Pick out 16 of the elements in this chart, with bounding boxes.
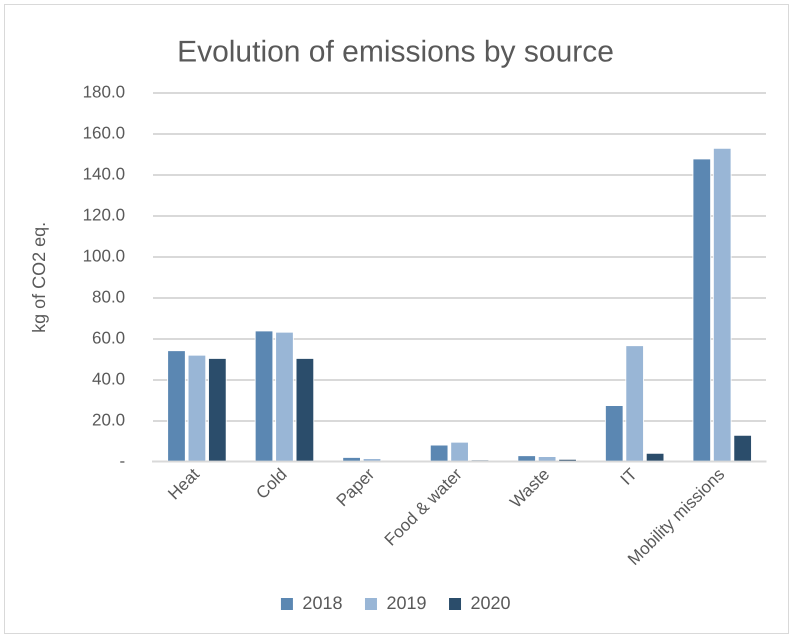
- legend-label: 2020: [470, 592, 511, 613]
- y-tick-label: 40.0: [92, 369, 126, 388]
- y-tick-label: 160.0: [82, 124, 126, 143]
- x-tick-label: IT: [616, 464, 641, 489]
- chart-title: Evolution of emissions by source: [177, 35, 614, 68]
- y-tick-label: 20.0: [92, 410, 126, 430]
- y-tick-label: 60.0: [92, 328, 126, 348]
- y-tick-label: 180.0: [82, 82, 126, 102]
- y-axis-title: kg of CO2 eq.: [28, 222, 49, 333]
- legend-label: 2019: [386, 592, 427, 613]
- y-tick-label: 100.0: [82, 246, 126, 266]
- y-tick-label: 120.0: [82, 206, 126, 225]
- legend-label: 2018: [302, 592, 342, 613]
- y-tick-label: 80.0: [92, 288, 126, 307]
- y-tick-label: 140.0: [82, 164, 126, 184]
- y-tick-label: -: [119, 451, 126, 470]
